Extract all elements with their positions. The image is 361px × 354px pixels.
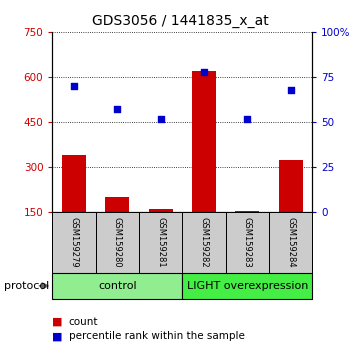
- Point: [114, 107, 120, 112]
- Text: percentile rank within the sample: percentile rank within the sample: [69, 331, 244, 341]
- Bar: [182, 212, 226, 273]
- Bar: [52, 273, 182, 299]
- Bar: [105, 198, 129, 212]
- Text: LIGHT overexpression: LIGHT overexpression: [187, 281, 308, 291]
- Bar: [182, 273, 312, 299]
- Bar: [269, 212, 312, 273]
- Text: GDS3056 / 1441835_x_at: GDS3056 / 1441835_x_at: [92, 14, 269, 28]
- Bar: [52, 212, 96, 273]
- Point: [71, 83, 77, 89]
- Text: ■: ■: [52, 317, 63, 327]
- Text: GSM159280: GSM159280: [113, 217, 122, 268]
- Text: GSM159283: GSM159283: [243, 217, 252, 268]
- Point: [201, 69, 207, 74]
- Text: GSM159282: GSM159282: [200, 217, 208, 268]
- Text: ■: ■: [52, 331, 63, 341]
- Point: [158, 116, 164, 121]
- Bar: [139, 212, 182, 273]
- Bar: [149, 210, 173, 212]
- Point: [288, 87, 293, 92]
- Bar: [226, 212, 269, 273]
- Text: control: control: [98, 281, 136, 291]
- Text: GSM159284: GSM159284: [286, 217, 295, 268]
- Bar: [62, 155, 86, 212]
- Text: GSM159281: GSM159281: [156, 217, 165, 268]
- Bar: [96, 212, 139, 273]
- Text: protocol: protocol: [4, 281, 49, 291]
- Bar: [279, 160, 303, 212]
- Bar: [192, 71, 216, 212]
- Point: [244, 116, 250, 121]
- Text: GSM159279: GSM159279: [70, 217, 78, 268]
- Bar: [235, 211, 259, 212]
- Text: count: count: [69, 317, 98, 327]
